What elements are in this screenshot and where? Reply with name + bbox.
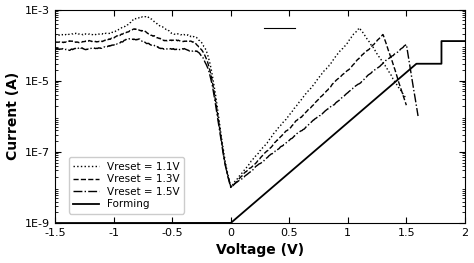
Vreset = 1.5V — [128, 37, 133, 40]
Forming — [348, 118, 354, 122]
Line: Forming: Forming — [55, 41, 465, 223]
Vreset = 1.1V — [327, 64, 333, 67]
Vreset = 1.3V — [228, 186, 234, 189]
Vreset = 1.3V — [194, 44, 200, 47]
Forming — [76, 221, 82, 225]
Forming — [252, 201, 258, 204]
Vreset = 1.3V — [294, 119, 300, 122]
Vreset = 1.3V — [403, 104, 409, 107]
Vreset = 1.5V — [207, 73, 213, 76]
Vreset = 1.5V — [194, 50, 200, 53]
Line: Vreset = 1.1V: Vreset = 1.1V — [55, 17, 406, 187]
Vreset = 1.3V — [88, 39, 94, 43]
Vreset = 1.1V — [88, 33, 94, 36]
Vreset = 1.1V — [403, 97, 409, 100]
Line: Vreset = 1.5V: Vreset = 1.5V — [55, 39, 418, 188]
Forming — [106, 221, 111, 225]
Forming — [52, 221, 58, 225]
Vreset = 1.3V — [327, 86, 333, 89]
Vreset = 1.5V — [52, 47, 58, 50]
Vreset = 1.1V — [228, 185, 234, 189]
Vreset = 1.3V — [52, 41, 58, 44]
Forming — [438, 39, 444, 43]
Vreset = 1.5V — [340, 95, 346, 98]
Vreset = 1.5V — [333, 101, 339, 104]
Vreset = 1.1V — [207, 61, 213, 64]
Line: Vreset = 1.3V: Vreset = 1.3V — [55, 29, 406, 187]
Forming — [456, 39, 462, 43]
Vreset = 1.1V — [333, 54, 339, 58]
Vreset = 1.3V — [333, 79, 339, 82]
Vreset = 1.3V — [132, 27, 138, 31]
Forming — [283, 175, 288, 178]
Vreset = 1.5V — [88, 47, 94, 50]
Vreset = 1.5V — [415, 114, 421, 118]
Vreset = 1.3V — [207, 68, 213, 71]
Y-axis label: Current (A): Current (A) — [6, 72, 19, 160]
Legend: Vreset = 1.1V, Vreset = 1.3V, Vreset = 1.5V, Forming: Vreset = 1.1V, Vreset = 1.3V, Vreset = 1… — [69, 157, 184, 214]
Forming — [462, 39, 468, 43]
Vreset = 1.1V — [52, 33, 58, 36]
Vreset = 1.1V — [194, 37, 200, 40]
Vreset = 1.1V — [145, 15, 150, 18]
Vreset = 1.1V — [294, 104, 300, 107]
Vreset = 1.5V — [299, 129, 304, 133]
Vreset = 1.5V — [228, 186, 234, 189]
X-axis label: Voltage (V): Voltage (V) — [216, 244, 304, 257]
